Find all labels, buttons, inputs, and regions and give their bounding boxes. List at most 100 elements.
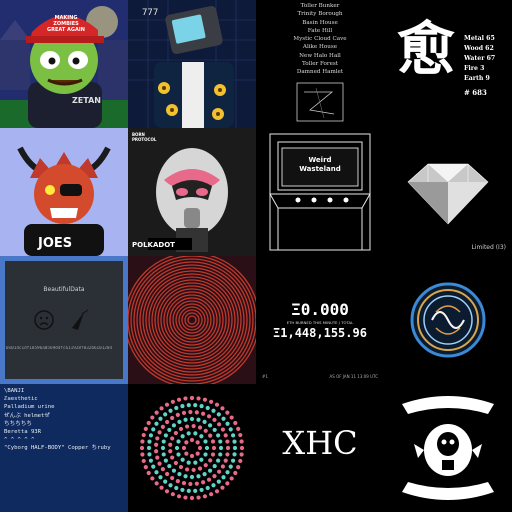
flower-dot (216, 433, 221, 438)
attribute-list: \BANJI ℤaesthetic Palladium urine ぜんぶ he… (4, 387, 111, 453)
flower-dot (196, 417, 201, 422)
location-item: New Halo Hall (299, 52, 341, 59)
flower-dot (185, 424, 190, 429)
ring-stroke (139, 267, 245, 373)
flower-dot (159, 485, 164, 490)
flower-dot (186, 488, 191, 493)
flower-dot (209, 492, 214, 497)
flower-dot (143, 465, 148, 470)
flower-dot (225, 470, 230, 475)
tile-kanji[interactable]: 愈 Metal 65 Wood 62 Water 67 Fire 3 Earth… (384, 0, 512, 128)
flower-dot (217, 469, 222, 474)
ring-stroke (151, 279, 233, 361)
flower-dot (207, 468, 213, 473)
flower-dot (208, 433, 213, 438)
flower-dot (189, 474, 195, 480)
tile-eth-burn[interactable]: Ξ0.000 ETH BURNED THIS MINUTE / TOTAL Ξ1… (256, 256, 384, 384)
diamond-label: Limited (I3) (471, 244, 506, 251)
polkadot-title: POLKADOT (132, 241, 175, 249)
tile-arcade[interactable]: Weird Wasteland (256, 128, 384, 256)
arcade-title-2: Wasteland (299, 165, 341, 173)
attribute-line: "Cyborg HALF-BODY" Copper ちruby (4, 445, 111, 452)
flower-dot (238, 458, 243, 464)
tile-polkadot[interactable]: BORN PROTOCOL POLKADOT (128, 128, 256, 256)
flower-dot (171, 423, 177, 428)
tile-flower-rings[interactable] (128, 384, 256, 512)
flower-dot (220, 485, 225, 490)
tile-orb[interactable] (384, 256, 512, 384)
tile-locations[interactable]: Toller Bunker Trinity Borough Basin Hous… (256, 0, 384, 128)
flower-dot (151, 464, 156, 469)
flower-dot (195, 440, 200, 445)
ring-stroke (166, 294, 218, 346)
flower-dot (208, 458, 213, 463)
arcade-cabinet-illustration (269, 133, 371, 251)
ring-stroke (172, 300, 212, 340)
flower-dot (140, 439, 145, 444)
flower-dot (157, 430, 162, 435)
flower-dot (158, 475, 163, 480)
flower-dot (170, 475, 175, 481)
tile-joes[interactable]: JOES (0, 128, 128, 256)
flower-dot (220, 427, 225, 432)
tile-zombie[interactable]: MAKING ZOMBIES GREAT AGAIN ZETAN (0, 0, 128, 128)
hat-text-1: MAKING (54, 15, 78, 21)
flower-dot (164, 489, 170, 494)
hat-text-2: ZOMBIES (53, 21, 79, 27)
flower-dot (220, 464, 225, 469)
flower-dot (161, 439, 166, 444)
flower-dot (196, 396, 201, 401)
attribute-line: ちちちちち (4, 420, 32, 427)
flower-dot (217, 422, 222, 427)
flower-dot (199, 403, 204, 409)
ring-stroke (175, 303, 209, 337)
flower-dot (170, 492, 175, 497)
flower-dot (193, 403, 198, 408)
ring-stroke (187, 315, 197, 325)
flower-dot (140, 452, 145, 457)
flower-dot (180, 403, 185, 409)
flower-dot (199, 457, 204, 462)
tile-textlist[interactable]: \BANJI ℤaesthetic Palladium urine ぜんぶ he… (0, 384, 128, 512)
flower-dot (211, 445, 217, 451)
arcade-title: Weird Wasteland (282, 156, 358, 174)
flower-dot (175, 479, 180, 484)
tile-xhc[interactable]: XHC (256, 384, 384, 512)
flower-dot (214, 489, 220, 494)
flower-dot (201, 480, 206, 485)
emblem-icon (402, 396, 494, 500)
tile-rings[interactable] (128, 256, 256, 384)
tile-diamond[interactable]: Limited (I3) (384, 128, 512, 256)
flower-dot (239, 452, 244, 457)
ring-stroke (148, 276, 236, 364)
joes-illustration (0, 128, 128, 256)
flower-dot (216, 479, 221, 484)
tile-emblem[interactable] (384, 384, 512, 512)
tile-tvhead[interactable]: 777 (128, 0, 256, 128)
flower-dot (180, 487, 185, 493)
ring-stroke (136, 264, 248, 376)
flower-dot (148, 458, 154, 463)
ring-stroke (181, 309, 203, 331)
attribute-line: Palladium urine (4, 404, 55, 411)
flower-dot (170, 436, 175, 441)
eth-footer-left: #1 (262, 374, 268, 379)
flower-dot (232, 452, 237, 457)
tile-beautifuldata[interactable]: BeautifulData 0x014c1df18596a0569d4fc611… (0, 256, 128, 384)
ring-stroke (184, 312, 200, 328)
flower-dot (197, 466, 203, 471)
flower-dot (221, 475, 226, 480)
flower-dot (147, 452, 152, 457)
flower-dot (218, 439, 223, 444)
flower-dot (202, 419, 207, 424)
hat-text-3: GREAT AGAIN (47, 27, 85, 33)
flower-dot (184, 440, 189, 445)
flower-dot (221, 416, 226, 421)
flower-dot (176, 452, 181, 457)
flower-dot (218, 452, 223, 457)
flower-dot (199, 487, 204, 493)
zombie-illustration (0, 0, 128, 128)
address-hex: 0x014c1df18596a0569d4fc611928f832b610120… (6, 346, 113, 351)
eth-footer-right: AS OF JAN 11 13:09 UTC (329, 374, 378, 379)
tvhead-illustration (128, 0, 256, 128)
